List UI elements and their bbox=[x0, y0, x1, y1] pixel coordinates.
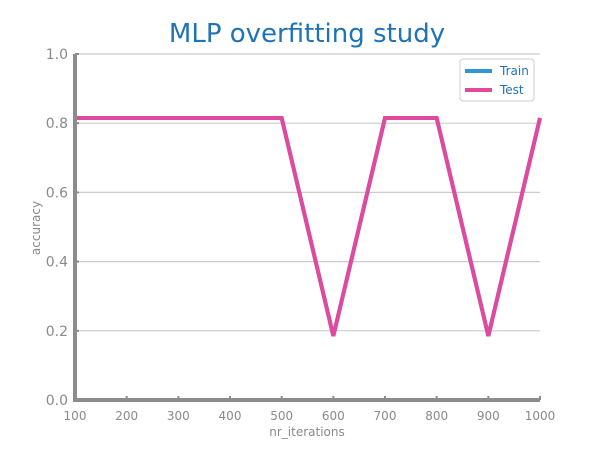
x-axis-label: nr_iterations bbox=[269, 425, 345, 439]
y-axis-label: accuracy bbox=[29, 201, 43, 255]
series-lines bbox=[75, 116, 542, 337]
y-tick-label: 0.2 bbox=[46, 324, 68, 340]
y-tick-label: 0.4 bbox=[46, 255, 68, 271]
y-tick-label: 1.0 bbox=[46, 47, 68, 63]
x-tick-label: 200 bbox=[115, 409, 138, 423]
x-tick-label: 300 bbox=[167, 409, 190, 423]
legend: Train Test bbox=[459, 58, 535, 102]
x-tick-label: 100 bbox=[64, 409, 87, 423]
axes bbox=[73, 53, 541, 402]
x-tick-label: 700 bbox=[374, 409, 397, 423]
series-line-test bbox=[75, 116, 542, 337]
y-tick-label: 0.0 bbox=[46, 393, 68, 409]
y-tick-label: 0.6 bbox=[46, 185, 68, 201]
x-tick-label: 800 bbox=[425, 409, 448, 423]
chart-title: MLP overfitting study bbox=[169, 19, 445, 49]
x-tick-label: 500 bbox=[270, 409, 293, 423]
y-tick-label: 0.8 bbox=[46, 116, 68, 132]
legend-label-train: Train bbox=[499, 64, 529, 78]
legend-label-test: Test bbox=[499, 83, 524, 97]
x-tick-label: 400 bbox=[219, 409, 242, 423]
x-tick-label: 1000 bbox=[525, 409, 556, 423]
y-tick-labels: 0.0 0.2 0.4 0.6 0.8 1.0 bbox=[46, 47, 68, 409]
x-tick-labels: 100 200 300 400 500 600 700 800 900 1000 bbox=[64, 409, 556, 423]
x-tick-label: 900 bbox=[477, 409, 500, 423]
x-tick-label: 600 bbox=[322, 409, 345, 423]
